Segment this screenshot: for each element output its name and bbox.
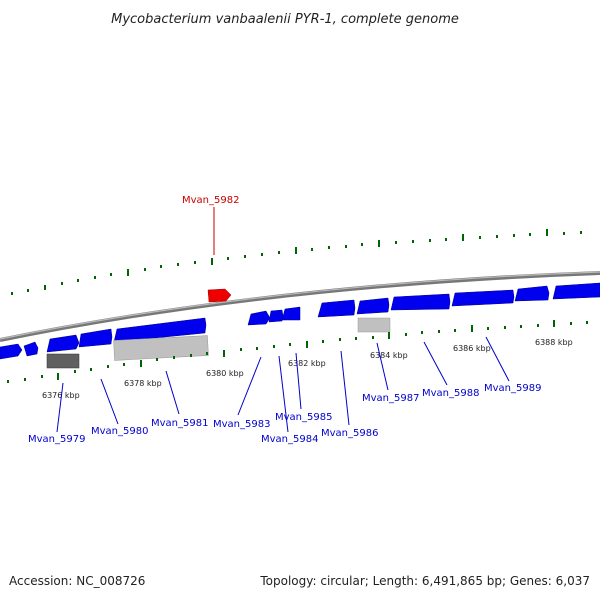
gene-arrow[interactable] <box>23 341 39 357</box>
gene-label-mvan-5988[interactable]: Mvan_5988 <box>422 388 479 399</box>
genome-title: Mycobacterium vanbaalenii PYR-1, complet… <box>111 12 459 27</box>
rna-gene-mvan-5987[interactable] <box>357 317 391 333</box>
gene-label-mvan-5980[interactable]: Mvan_5980 <box>91 426 148 437</box>
gene-mvan-5979[interactable] <box>46 334 80 353</box>
gene-label-mvan-5986[interactable]: Mvan_5986 <box>321 428 378 439</box>
outer-tick-row <box>11 229 582 295</box>
gene-arrow[interactable] <box>514 285 550 302</box>
gene-label-mvan-5981[interactable]: Mvan_5981 <box>151 418 208 429</box>
scale-tick-label: 6382 kbp <box>288 359 326 368</box>
gene-label-mvan-5984[interactable]: Mvan_5984 <box>261 434 318 445</box>
gene-mvan-5980[interactable] <box>78 328 113 348</box>
scale-tick-label: 6384 kbp <box>370 351 408 360</box>
gene-mvan-5985[interactable] <box>281 306 301 321</box>
gene-arrow[interactable] <box>0 343 23 360</box>
gene-mvan-5986[interactable] <box>317 299 356 318</box>
scale-tick-label: 6376 kbp <box>42 391 80 400</box>
gene-label-mvan-5985[interactable]: Mvan_5985 <box>275 412 332 423</box>
forward-genes <box>0 282 600 360</box>
gene-arrow[interactable] <box>552 282 600 300</box>
gene-mvan-5981[interactable] <box>113 317 207 343</box>
inner-tick-row <box>7 320 588 383</box>
gene-label-mvan-5987[interactable]: Mvan_5987 <box>362 393 419 404</box>
label-leaders <box>56 207 510 433</box>
scale-tick-label: 6380 kbp <box>206 369 244 378</box>
scale-tick-label: 6388 kbp <box>535 338 573 347</box>
gene-mvan-5984[interactable] <box>268 309 284 323</box>
rna-gene-mvan-5981[interactable] <box>113 335 209 361</box>
topology-text: Topology: circular; Length: 6,491,865 bp… <box>259 574 590 588</box>
accession-text: Accession: NC_008726 <box>9 574 145 588</box>
scale-labels: 6376 kbp 6378 kbp 6380 kbp 6382 kbp 6384… <box>42 338 573 400</box>
scale-tick-label: 6378 kbp <box>124 379 162 388</box>
gene-label-mvan-5989[interactable]: Mvan_5989 <box>484 383 541 394</box>
gene-label-mvan-5982[interactable]: Mvan_5982 <box>182 195 239 206</box>
gene-labels: Mvan_5982 Mvan_5979 Mvan_5980 Mvan_5981 … <box>28 195 541 445</box>
pseudo-gene-mvan-5979[interactable] <box>46 353 80 369</box>
gene-label-mvan-5979[interactable]: Mvan_5979 <box>28 434 85 445</box>
scale-tick-label: 6386 kbp <box>453 344 491 353</box>
gene-mvan-5989[interactable] <box>451 289 515 307</box>
genome-backbone <box>0 271 600 342</box>
gene-mvan-5982[interactable] <box>207 288 232 303</box>
gene-mvan-5983[interactable] <box>247 310 271 326</box>
gene-label-mvan-5983[interactable]: Mvan_5983 <box>213 419 270 430</box>
gene-mvan-5987[interactable] <box>356 297 390 315</box>
gene-mvan-5988[interactable] <box>390 293 451 311</box>
